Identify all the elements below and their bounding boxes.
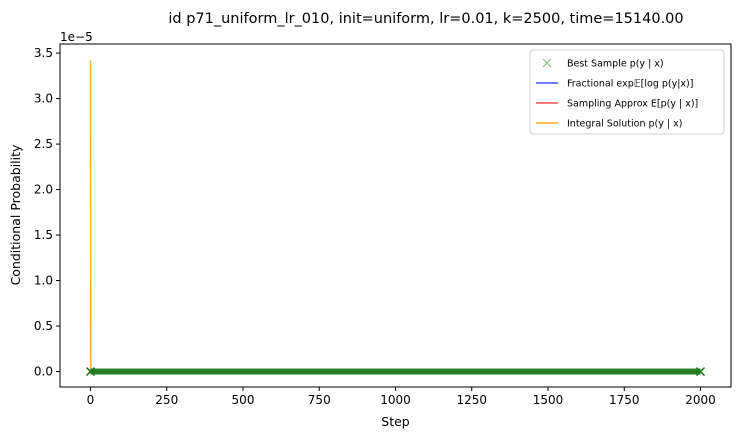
x-tick-label: 250 [155, 393, 178, 407]
series-0-marker-band [90, 368, 701, 375]
y-tick-label: 2.5 [34, 137, 53, 151]
y-tick-label: 3.5 [34, 46, 53, 60]
x-tick-label: 2000 [685, 393, 716, 407]
y-tick-label: 3.0 [34, 92, 53, 106]
y-tick-label: 1.5 [34, 228, 53, 242]
y-tick-label: 0.5 [34, 319, 53, 333]
x-tick-label: 500 [232, 393, 255, 407]
x-tick-label: 0 [87, 393, 95, 407]
series-layer [85, 60, 706, 377]
y-offset-label: 1e−5 [60, 30, 93, 44]
y-tick-label: 2.0 [34, 183, 53, 197]
legend-marker-0 [542, 58, 552, 68]
series-0-marker [695, 367, 706, 377]
y-tick-label: 1.0 [34, 274, 53, 288]
legend-label-1: Fractional exp𝔼[log p(y|x)] [567, 79, 693, 90]
y-tick-label: 0.0 [34, 365, 53, 379]
chart-title: id p71_uniform_lr_010, init=uniform, lr=… [168, 11, 683, 27]
legend-label-0: Best Sample p(y | x) [567, 59, 664, 70]
x-tick-label: 1250 [456, 393, 487, 407]
y-axis-label: Conditional Probability [8, 144, 23, 285]
x-tick-label: 1750 [609, 393, 640, 407]
x-tick-label: 1000 [380, 393, 411, 407]
x-tick-label: 750 [308, 393, 331, 407]
x-axis: 0 250 500 750 1000 1250 1500 1750 2000 [87, 387, 716, 407]
legend-box [529, 49, 725, 135]
legend-label-2: Sampling Approx E[p(y | x)] [567, 99, 698, 110]
series-0-marker [85, 367, 96, 377]
x-tick-label: 1500 [533, 393, 564, 407]
legend-label-3: Integral Solution p(y | x) [567, 119, 682, 130]
x-axis-label: Step [381, 414, 410, 429]
y-axis: 0.0 0.5 1.0 1.5 2.0 2.5 3.0 3.5 [34, 46, 60, 379]
legend: Best Sample p(y | x) Fractional exp𝔼[log … [529, 49, 725, 135]
